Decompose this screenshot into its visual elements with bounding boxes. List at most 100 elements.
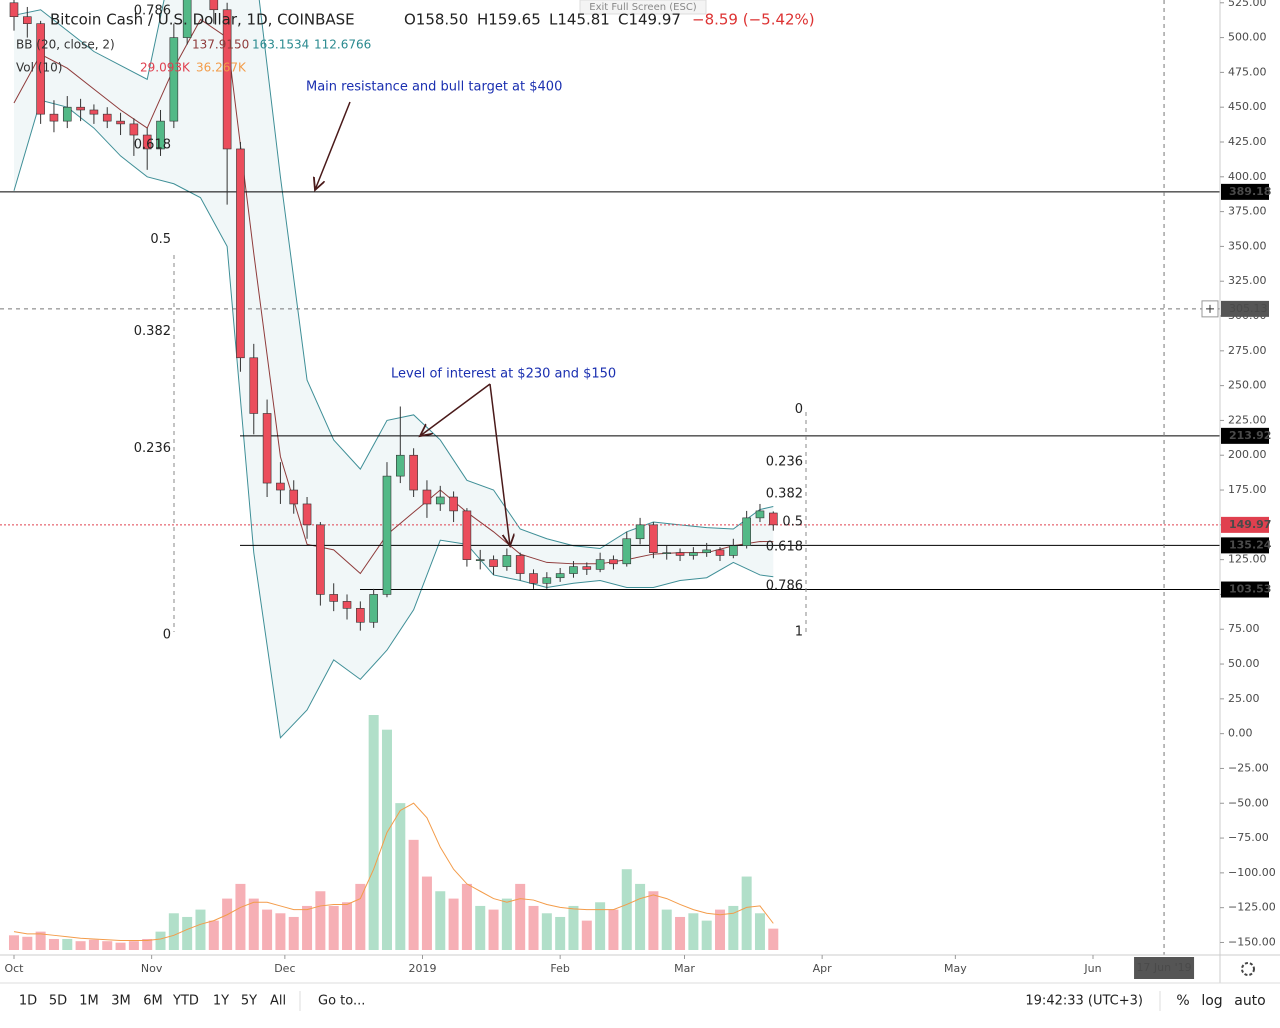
volume-bar — [715, 909, 726, 950]
arrow — [420, 383, 491, 436]
price-line-label: 149.97 — [1229, 518, 1271, 531]
y-tick-label: −50.00 — [1228, 796, 1269, 809]
candle-body — [316, 524, 325, 595]
fib-level: 0.5 — [150, 232, 171, 247]
volume-bar — [635, 883, 646, 950]
volume-bar — [568, 905, 579, 950]
candle-body — [462, 510, 472, 560]
range-button[interactable]: All — [270, 994, 286, 1009]
bb-value: 163.1534 — [252, 38, 309, 52]
y-tick-label: −150.00 — [1228, 935, 1276, 948]
candle-body — [396, 454, 405, 477]
candle-body — [76, 106, 85, 111]
x-tick-label: Feb — [550, 962, 569, 975]
volume-bar — [168, 913, 179, 950]
scale-option[interactable]: log — [1201, 993, 1222, 1009]
crosshair-y-label: 305.13 — [1229, 302, 1268, 315]
y-tick-label: 450.00 — [1228, 100, 1267, 113]
settings-icon[interactable] — [1241, 962, 1255, 976]
volume-bar — [75, 941, 86, 950]
candle-body — [715, 549, 725, 556]
volume-bar — [741, 876, 752, 950]
y-tick-label: 25.00 — [1228, 692, 1260, 705]
crosshair-x-tag — [1134, 957, 1195, 979]
y-tick-label: −125.00 — [1228, 901, 1276, 914]
candle-body — [489, 559, 498, 567]
volume-bar — [475, 905, 486, 950]
range-button[interactable]: 6M — [143, 994, 163, 1009]
bb-lower — [13, 99, 774, 739]
volume-bar — [688, 913, 699, 950]
volume-bar — [581, 920, 592, 950]
price-axis — [1220, 0, 1280, 955]
annotation: Level of interest at $230 and $150 — [391, 367, 616, 382]
volume-bar — [128, 941, 139, 950]
candle-body — [302, 503, 312, 526]
vol-legend[interactable]: Vol (10) — [16, 61, 62, 75]
candle-body — [529, 573, 538, 584]
volume-bar — [328, 905, 339, 950]
volume-bar — [195, 909, 206, 950]
range-button[interactable]: 1M — [79, 994, 99, 1009]
volume-bar — [661, 909, 672, 950]
volume-bar — [302, 905, 313, 950]
x-tick-label: Apr — [813, 962, 833, 975]
volume-bar — [288, 916, 299, 950]
price-line-label: 103.53 — [1229, 583, 1271, 596]
fib-level: 0.236 — [766, 455, 803, 470]
candle-body — [435, 496, 445, 505]
x-tick-label: Dec — [274, 962, 295, 975]
bb-legend[interactable]: BB (20, close, 2) — [16, 38, 115, 52]
candle-body — [116, 120, 125, 125]
volume-bar — [555, 916, 566, 950]
candle-body — [222, 9, 232, 150]
volume-bar — [275, 913, 286, 950]
volume-bar — [515, 883, 526, 950]
y-tick-label: 50.00 — [1228, 657, 1260, 670]
volume-ma — [13, 802, 774, 941]
candle-body — [542, 577, 552, 584]
candle-body — [329, 594, 338, 602]
volume-bar — [408, 839, 419, 950]
range-button[interactable]: 5Y — [241, 994, 257, 1009]
ohlc: H159.65 — [477, 11, 541, 29]
exit-fullscreen-label[interactable]: Exit Full Screen (ESC) — [589, 2, 697, 13]
candle-body — [156, 120, 165, 150]
candle-body — [262, 413, 272, 484]
price-line-tag — [1221, 516, 1269, 533]
goto-button[interactable]: Go to... — [318, 994, 365, 1009]
y-tick-label: 200.00 — [1228, 448, 1267, 461]
candle-body — [742, 517, 751, 547]
range-button[interactable]: 3M — [111, 994, 131, 1009]
fib-level: 0.618 — [766, 540, 803, 555]
bb-basis — [13, 18, 774, 575]
volume-bar — [262, 909, 273, 950]
range-button[interactable]: YTD — [172, 994, 199, 1009]
candle-body — [62, 106, 72, 122]
candle-body — [755, 510, 765, 519]
symbol[interactable]: Bitcoin Cash / U.S. Dollar, 1D, COINBASE — [50, 11, 355, 29]
ohlc: C149.97 — [618, 11, 681, 29]
volume-bar — [48, 938, 59, 950]
crosshair-add-icon[interactable] — [1206, 304, 1214, 313]
x-tick-label: Mar — [674, 962, 695, 975]
scale-option[interactable]: auto — [1234, 993, 1266, 1009]
fib-level: 0.786 — [134, 4, 171, 19]
candle-body — [515, 555, 525, 574]
candle-body — [635, 524, 645, 540]
candle-body — [422, 489, 432, 505]
range-button[interactable]: 1Y — [213, 994, 229, 1009]
x-tick-label: Oct — [4, 962, 24, 975]
scale-option[interactable]: % — [1176, 993, 1189, 1009]
range-button[interactable]: 1D — [19, 994, 37, 1009]
fib-level: 1 — [795, 625, 803, 640]
range-button[interactable]: 5D — [49, 994, 67, 1009]
exit-fullscreen[interactable] — [579, 0, 707, 15]
y-tick-label: −100.00 — [1228, 866, 1276, 879]
candle-body — [169, 37, 179, 122]
ohlc: O158.50 — [404, 11, 468, 29]
y-tick-label: 350.00 — [1228, 239, 1267, 252]
x-tick-label: May — [944, 962, 967, 975]
fib-level: 0.618 — [134, 137, 171, 152]
